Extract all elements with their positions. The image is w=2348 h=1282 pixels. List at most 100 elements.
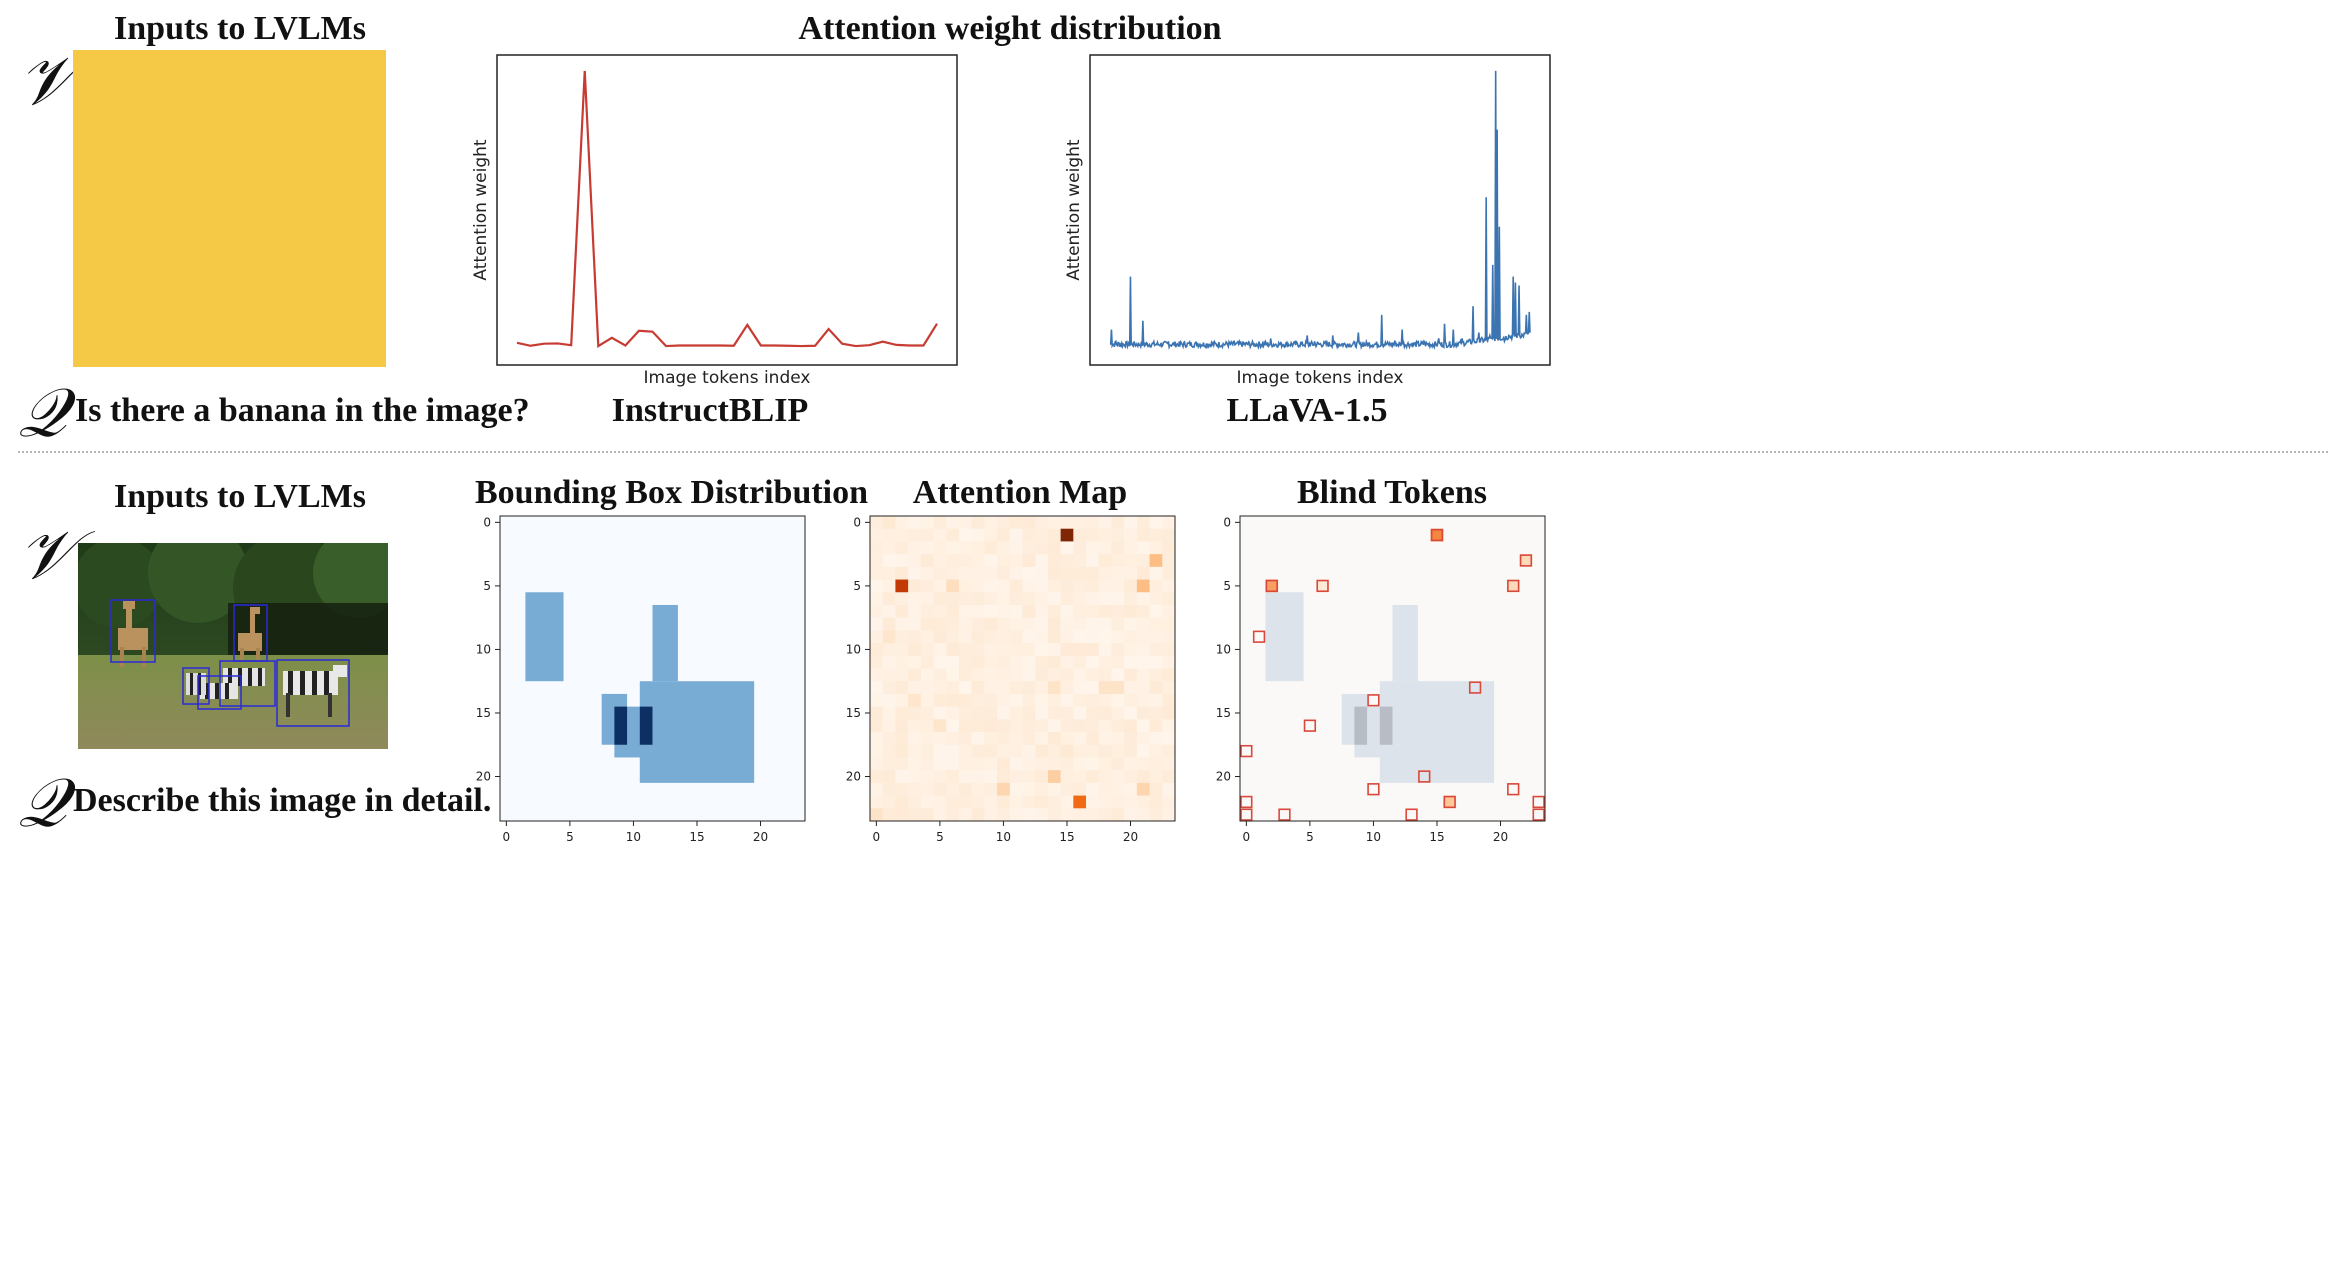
- blind-bbox-overlay-1: [1392, 604, 1418, 682]
- attn-cell: [1162, 554, 1176, 568]
- attn-cell: [908, 554, 922, 568]
- attn-cell: [1086, 617, 1100, 631]
- attn-cell: [1047, 630, 1061, 644]
- attn-cell: [946, 744, 960, 758]
- attn-cell: [1111, 643, 1125, 657]
- attn-cell: [1162, 643, 1176, 657]
- attn-cell: [1022, 617, 1036, 631]
- attn-cell: [946, 604, 960, 618]
- attn-cell: [1035, 744, 1049, 758]
- attn-cell: [1111, 757, 1125, 771]
- blind-attn-cell-2: [1443, 795, 1457, 809]
- attn-cell: [997, 604, 1011, 618]
- attn-cell: [1022, 516, 1036, 530]
- attn-cell: [1124, 541, 1138, 555]
- attn-cell: [1022, 719, 1036, 733]
- bbox-region-6: [639, 706, 653, 745]
- attn-cell: [971, 808, 985, 822]
- attn-cell: [1035, 630, 1049, 644]
- attn-cell: [1047, 757, 1061, 771]
- attn-cell: [984, 693, 998, 707]
- attn-cell: [1098, 541, 1112, 555]
- attn-cell: [984, 732, 998, 746]
- attn-cell: [920, 604, 934, 618]
- attn-ytick-label-5: 5: [853, 579, 861, 593]
- attn-cell: [997, 706, 1011, 720]
- attn-cell: [1035, 770, 1049, 784]
- attn-cell: [1124, 782, 1138, 796]
- attn-cell: [1086, 554, 1100, 568]
- attn-cell: [908, 770, 922, 784]
- attn-cell: [971, 554, 985, 568]
- attn-cell: [1098, 770, 1112, 784]
- attn-cell: [895, 681, 909, 695]
- blind-attn-cell-0: [1430, 528, 1444, 542]
- attn-cell: [908, 566, 922, 580]
- attn-cell: [1086, 706, 1100, 720]
- attn-cell: [1098, 668, 1112, 682]
- attn-cell: [933, 668, 947, 682]
- attn-cell: [1035, 541, 1049, 555]
- attn-cell: [971, 744, 985, 758]
- zebra-middle: [223, 668, 265, 686]
- attn-cell: [1136, 808, 1150, 822]
- attn-cell: [946, 592, 960, 606]
- attn-cell: [1060, 541, 1074, 555]
- blind-token-marker-14: [1443, 795, 1456, 809]
- attn-cell: [1009, 770, 1023, 784]
- attn-cell: [1009, 566, 1023, 580]
- attn-cell: [1073, 732, 1087, 746]
- attn-cell: [1009, 706, 1023, 720]
- blind-token-marker-5: [1252, 630, 1266, 643]
- attn-cell: [946, 528, 960, 542]
- attn-cell: [1035, 668, 1049, 682]
- attn-cell: [1162, 808, 1176, 822]
- attn-cell: [1009, 693, 1023, 707]
- blind-token-marker-9: [1240, 744, 1253, 758]
- attn-cell: [1060, 554, 1074, 568]
- attn-cell: [908, 617, 922, 631]
- attn-cell: [1073, 693, 1087, 707]
- attn-cell: [1073, 554, 1087, 568]
- attn-xtick-label-0: 0: [873, 830, 881, 844]
- attn-cell: [920, 655, 934, 669]
- attn-cell: [1022, 566, 1036, 580]
- attn-cell: [870, 668, 884, 682]
- attn-cell: [1086, 541, 1100, 555]
- attn-cell: [1111, 782, 1125, 796]
- attn-cell: [1098, 617, 1112, 631]
- attn-cell: [1162, 782, 1176, 796]
- attn-cell: [1047, 554, 1061, 568]
- attn-cell: [1047, 808, 1061, 822]
- attn-cell: [1136, 617, 1150, 631]
- attn-cell: [920, 566, 934, 580]
- attn-cell: [1098, 795, 1112, 809]
- attn-cell: [946, 643, 960, 657]
- attn-cell: [882, 719, 896, 733]
- attn-cell: [1047, 528, 1061, 542]
- instructblip-ylabel: Attention weight: [471, 139, 491, 281]
- attn-cell: [1060, 732, 1074, 746]
- attn-cell: [1111, 732, 1125, 746]
- attn-cell: [971, 719, 985, 733]
- attn-cell: [933, 554, 947, 568]
- attn-cell: [1047, 732, 1061, 746]
- attn-cell: [1098, 579, 1112, 593]
- attn-cell: [1124, 516, 1138, 530]
- zebra-big: [283, 665, 347, 717]
- attn-cell: [1162, 719, 1176, 733]
- attn-hot-cell-10: [1111, 681, 1125, 694]
- attn-cell: [1009, 744, 1023, 758]
- attn-cell: [1073, 655, 1087, 669]
- attn-cell: [971, 732, 985, 746]
- attn-cell: [1136, 643, 1150, 657]
- attn-cell: [882, 566, 896, 580]
- attn-cell: [1047, 579, 1061, 593]
- attn-cell: [984, 604, 998, 618]
- blind-token-marker-12: [1507, 783, 1520, 796]
- attn-cell: [908, 732, 922, 746]
- attn-cell: [997, 795, 1011, 809]
- attn-cell: [1022, 541, 1036, 555]
- instructblip-xlabel: Image tokens index: [644, 368, 811, 388]
- attn-cell: [1073, 757, 1087, 771]
